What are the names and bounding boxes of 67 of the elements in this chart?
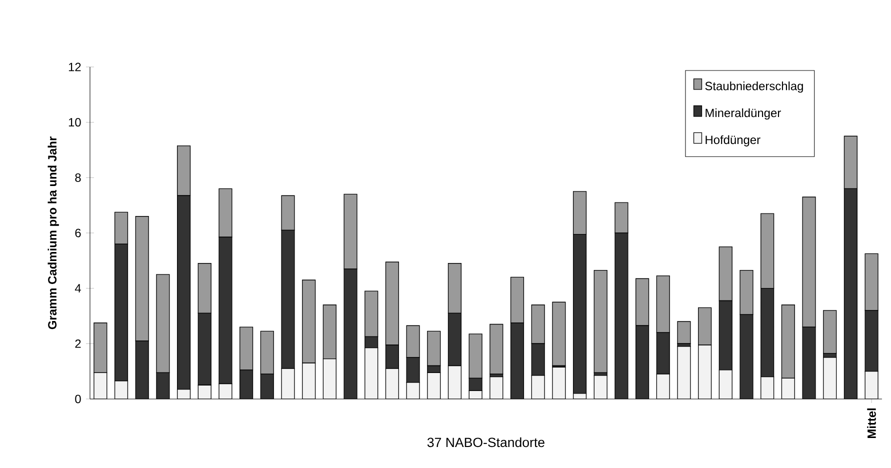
bar — [718, 246, 732, 302]
bar — [218, 236, 232, 384]
bar — [531, 343, 545, 376]
bar — [656, 332, 670, 374]
y-tick-label: 8 — [75, 173, 81, 182]
bar — [635, 278, 650, 326]
legend-label: Hofdünger — [706, 135, 760, 146]
bar — [614, 232, 628, 399]
bar — [427, 330, 441, 366]
bar — [240, 326, 254, 370]
bar — [718, 300, 732, 370]
bar — [406, 325, 420, 358]
bar — [802, 326, 816, 399]
bar — [427, 365, 441, 374]
bar — [260, 374, 274, 399]
bar — [281, 195, 295, 231]
y-tick-label: 6 — [75, 228, 81, 238]
legend-label: Staubniederschlag — [705, 81, 803, 93]
bar — [448, 312, 462, 366]
bar — [260, 330, 274, 374]
bar — [135, 340, 149, 399]
bar — [823, 310, 837, 354]
bar — [760, 288, 774, 378]
y-tick-label: 4 — [74, 284, 81, 292]
x-tick-label: Mittel — [867, 408, 876, 438]
bar — [176, 195, 191, 390]
bar — [760, 213, 774, 289]
bar — [344, 194, 358, 270]
bar — [510, 276, 524, 324]
bar — [572, 191, 587, 235]
bar — [490, 324, 504, 374]
bar — [344, 268, 358, 399]
y-axis-title: Gramm Cadmium pro ha und Jahr — [48, 136, 59, 330]
bar — [385, 262, 399, 346]
bar — [740, 270, 754, 315]
legend-label: Mineraldünger — [706, 108, 781, 120]
bar — [281, 230, 295, 369]
y-tick-label: 10 — [68, 118, 81, 127]
bar — [656, 276, 670, 333]
bar — [510, 322, 524, 399]
bar — [406, 357, 420, 383]
bar — [114, 244, 128, 382]
bar — [677, 321, 691, 344]
x-axis-title: 37 NABO-Standorte — [427, 437, 544, 448]
bar — [198, 312, 212, 386]
y-tick-label: 0 — [75, 394, 81, 404]
bar — [198, 263, 212, 314]
bar — [364, 336, 378, 348]
bar — [844, 188, 858, 399]
bar — [864, 310, 878, 372]
bar — [135, 216, 149, 342]
bar — [156, 274, 170, 374]
bar — [635, 325, 650, 399]
bar — [385, 344, 399, 369]
bar — [614, 202, 628, 234]
bar — [468, 334, 482, 379]
bar — [740, 314, 754, 399]
bar — [364, 290, 378, 338]
bar — [802, 196, 816, 328]
bar — [156, 372, 170, 399]
y-tick-label: 12 — [68, 62, 81, 72]
bar — [531, 304, 545, 344]
bar — [572, 234, 587, 394]
y-tick-label: 2 — [75, 339, 81, 348]
bar — [448, 263, 462, 314]
bar — [240, 370, 254, 399]
bar — [594, 270, 608, 374]
